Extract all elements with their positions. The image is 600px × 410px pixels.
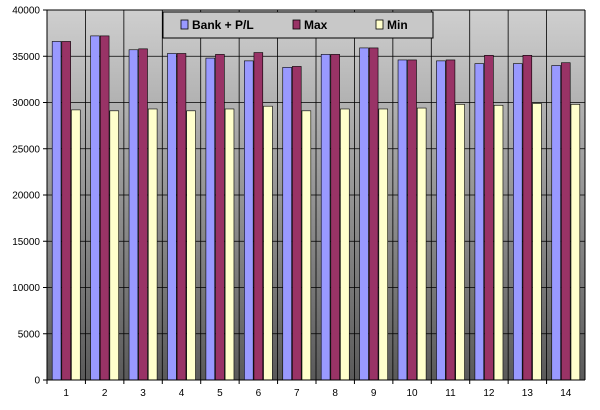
bar-bank-p-l-11	[436, 60, 446, 381]
bar-min-4	[186, 110, 196, 381]
legend-swatch	[180, 19, 189, 30]
bar-max-14	[561, 62, 571, 381]
x-tick-label: 14	[560, 388, 572, 399]
x-tick-label: 8	[332, 388, 338, 399]
x-tick-label: 13	[522, 388, 534, 399]
legend-label: Bank + P/L	[192, 18, 254, 32]
y-axis-ticks: 0 5000 10000 15000 20000 25000 30000 35000 40000	[12, 6, 40, 387]
x-tick-label: 4	[179, 388, 185, 399]
bar-min-13	[532, 103, 542, 381]
bar-min-1	[71, 109, 81, 381]
bars	[51, 35, 581, 381]
bar-min-2	[109, 110, 119, 381]
x-tick-label: 5	[217, 388, 223, 399]
y-tick-label: 0	[34, 376, 40, 387]
x-tick-label: 9	[371, 388, 377, 399]
bar-max-7	[292, 66, 302, 381]
y-tick-label: 35000	[12, 52, 40, 63]
legend-swatch	[292, 19, 301, 30]
y-tick-label: 5000	[18, 329, 41, 340]
legend-swatch	[375, 19, 384, 30]
bar-bank-p-l-9	[359, 47, 369, 381]
bar-max-11	[445, 59, 456, 381]
y-tick-label: 10000	[12, 283, 40, 294]
bar-min-7	[301, 110, 312, 381]
x-tick-label: 7	[294, 388, 300, 399]
bar-max-10	[407, 59, 417, 381]
bar-bank-p-l-5	[205, 57, 216, 381]
x-tick-label: 12	[483, 388, 495, 399]
x-tick-label: 6	[256, 388, 262, 399]
bar-max-4	[176, 53, 187, 381]
bar-min-6	[263, 105, 273, 381]
bar-bank-p-l-14	[551, 65, 561, 381]
bar-max-6	[253, 52, 264, 381]
bar-min-9	[378, 108, 388, 381]
bar-max-5	[215, 54, 225, 381]
bar-bank-p-l-2	[90, 35, 100, 381]
x-tick-label: 3	[140, 388, 146, 399]
bar-max-1	[61, 41, 71, 381]
bar-bank-p-l-13	[513, 63, 523, 381]
x-axis-ticks: 1 2 3 4 5 6 7 8 9 10 11 12 13 14	[63, 388, 571, 399]
bar-max-12	[484, 55, 494, 381]
y-tick-label: 15000	[12, 237, 40, 248]
bar-min-10	[416, 107, 427, 381]
y-tick-label: 20000	[12, 191, 40, 202]
x-tick-label: 11	[445, 388, 456, 399]
legend: Bank + P/L Max Min	[162, 11, 434, 39]
bar-max-8	[330, 54, 340, 381]
x-tick-label: 1	[63, 388, 69, 399]
bar-max-9	[368, 47, 379, 381]
bar-bank-p-l-4	[167, 53, 177, 381]
bar-bank-p-l-7	[282, 67, 292, 381]
x-tick-label: 10	[407, 388, 419, 399]
x-tick-label: 2	[102, 388, 108, 399]
bar-min-3	[147, 108, 158, 381]
bar-min-12	[493, 104, 504, 381]
bar-bank-p-l-1	[51, 41, 62, 381]
bar-bank-p-l-10	[397, 59, 408, 381]
y-tick-label: 25000	[12, 144, 40, 155]
bar-bank-p-l-6	[244, 60, 254, 381]
bar-min-8	[340, 108, 350, 381]
axes	[43, 9, 586, 384]
bar-bank-p-l-3	[128, 49, 139, 381]
y-tick-label: 30000	[12, 98, 40, 109]
bar-max-2	[99, 35, 110, 381]
bar-min-11	[455, 104, 465, 381]
y-tick-label: 40000	[12, 6, 40, 17]
bar-max-3	[138, 48, 148, 381]
bar-min-14	[570, 104, 581, 381]
bar-max-13	[522, 55, 533, 381]
bar-bank-p-l-12	[474, 63, 485, 381]
bar-min-5	[224, 108, 235, 381]
legend-label: Max	[304, 18, 328, 32]
legend-label: Min	[387, 18, 408, 32]
bar-bank-p-l-8	[320, 54, 331, 381]
